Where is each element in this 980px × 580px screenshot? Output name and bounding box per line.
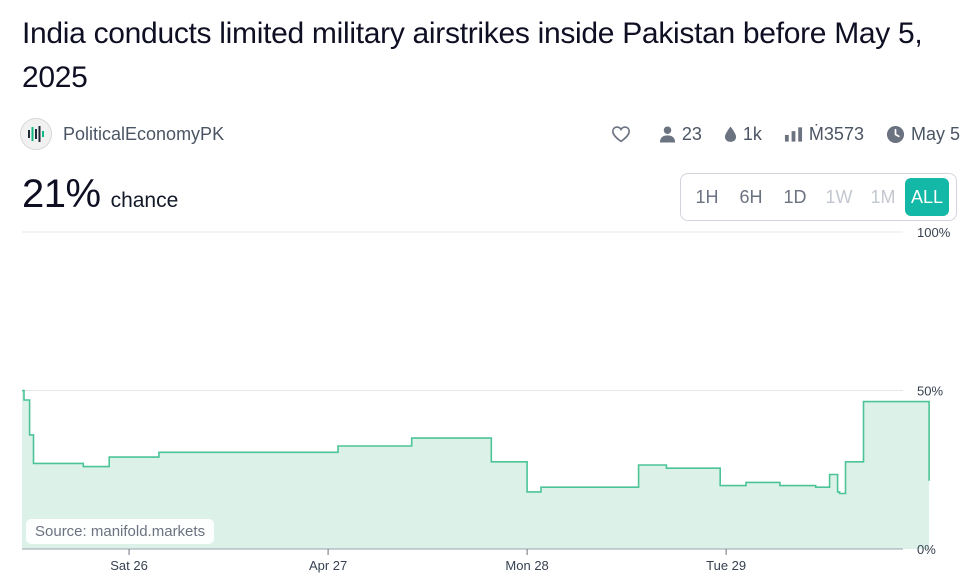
user-icon [659, 126, 675, 143]
bar-chart-icon [784, 127, 802, 142]
creator-name[interactable]: PoliticalEconomyPK [63, 123, 225, 144]
heart-icon[interactable] [611, 125, 631, 143]
liquidity-value: 1k [742, 123, 762, 144]
chart-axes: 0% 50% 100% Sat 26 Apr 27 Mon 28 Tue 29 [22, 225, 951, 573]
x-tick-label: Apr 27 [309, 558, 347, 573]
creator-link[interactable]: PoliticalEconomyPK [20, 117, 224, 151]
x-tick-label: Sat 26 [110, 558, 148, 573]
range-button-1w[interactable]: 1W [825, 186, 853, 207]
avatar[interactable] [20, 118, 52, 150]
market-stats: 23 1k Ṁ3573 May 5 [589, 117, 960, 151]
x-tick-label: Tue 29 [706, 558, 746, 573]
time-range-selector: 1H 6H 1D 1W 1M ALL [680, 173, 957, 221]
x-tick-label: Mon 28 [505, 558, 548, 573]
range-button-1h[interactable]: 1H [695, 186, 719, 207]
market-meta-row: PoliticalEconomyPK 23 1k [20, 117, 960, 151]
range-button-6h[interactable]: 6H [739, 186, 763, 207]
y-tick-label: 0% [917, 542, 936, 557]
volume-stat[interactable]: Ṁ3573 [784, 124, 864, 145]
droplet-icon [724, 126, 736, 142]
liquidity-stat[interactable]: 1k [724, 124, 762, 145]
probability-line[interactable] [22, 389, 930, 495]
y-tick-label: 100% [917, 225, 951, 240]
probability-area [22, 390, 930, 549]
close-date-stat[interactable]: May 5 [886, 124, 960, 145]
traders-stat[interactable]: 23 [659, 124, 702, 145]
probability-display: 21% chance [22, 172, 178, 222]
market-title: India conducts limited military airstrik… [22, 17, 923, 94]
volume-value: Ṁ3573 [808, 123, 864, 144]
range-button-all[interactable]: ALL [905, 178, 950, 216]
traders-count: 23 [681, 123, 702, 144]
probability-suffix: chance [110, 189, 179, 212]
clock-icon [886, 125, 905, 143]
range-button-1m[interactable]: 1M [870, 186, 896, 207]
y-tick-label: 50% [917, 384, 943, 399]
range-button-1d[interactable]: 1D [783, 186, 807, 207]
audio-bars-icon [28, 126, 44, 142]
chart-grid [22, 231, 903, 391]
source-label: Source: manifold.markets [26, 519, 215, 544]
follow-button[interactable] [611, 125, 637, 143]
close-date: May 5 [910, 123, 960, 144]
probability-value: 21% [22, 172, 101, 216]
probability-chart[interactable]: 0% 50% 100% Sat 26 Apr 27 Mon 28 Tue 29 [0, 222, 980, 580]
